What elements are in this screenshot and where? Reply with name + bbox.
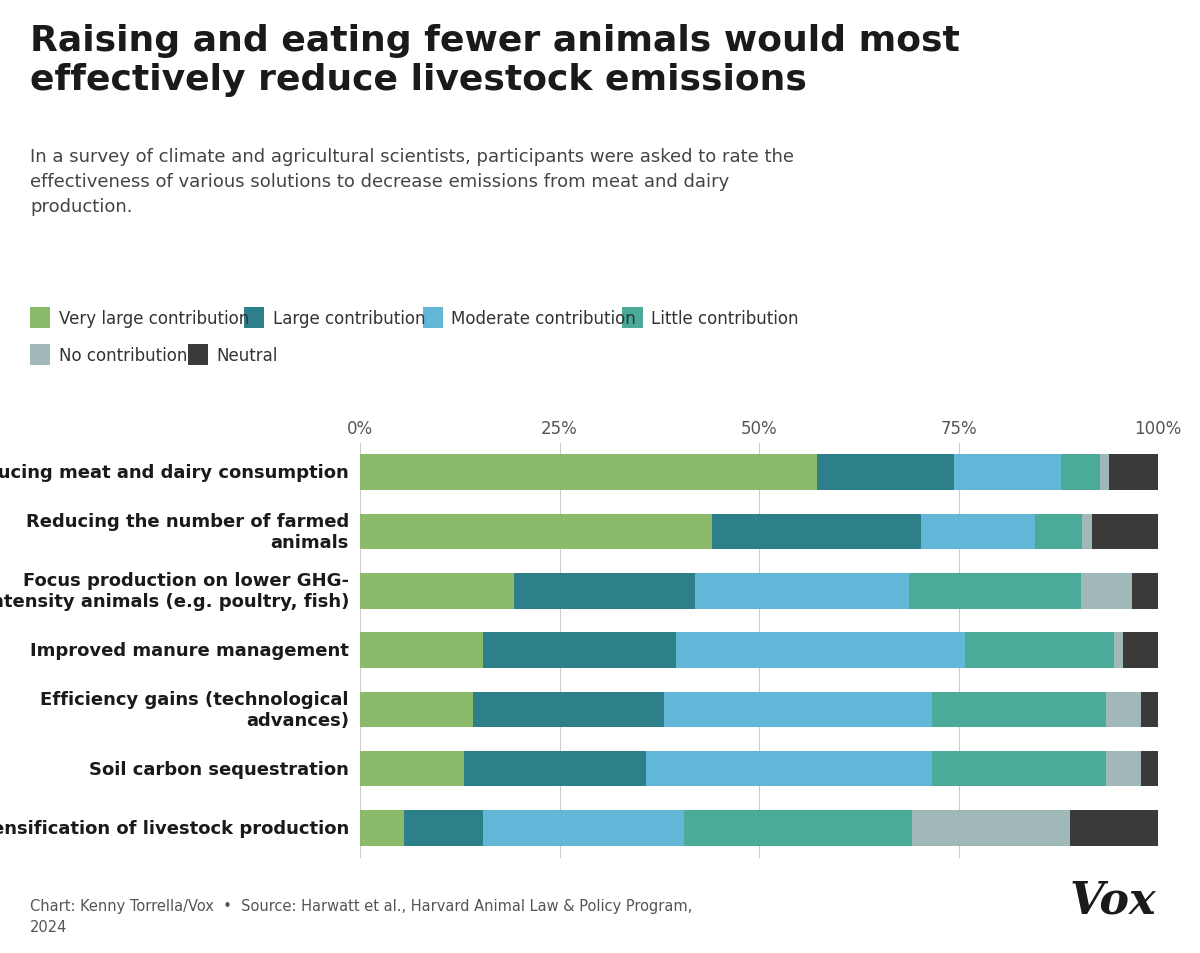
Bar	[712, 515, 920, 550]
Bar	[932, 751, 1106, 786]
Bar	[1061, 455, 1099, 491]
Text: Neutral: Neutral	[216, 347, 278, 364]
Bar	[912, 810, 1070, 846]
Bar	[1034, 515, 1082, 550]
Bar	[1114, 633, 1123, 668]
Bar	[1081, 574, 1133, 609]
Bar	[1141, 692, 1158, 727]
Bar	[464, 751, 647, 786]
Bar	[360, 633, 482, 668]
Bar	[676, 633, 965, 668]
Bar	[1106, 751, 1141, 786]
Bar	[1133, 574, 1158, 609]
Bar	[360, 810, 404, 846]
Bar	[664, 692, 932, 727]
Text: Very large contribution: Very large contribution	[59, 310, 250, 327]
Bar	[647, 751, 932, 786]
Text: Raising and eating fewer animals would most
effectively reduce livestock emissio: Raising and eating fewer animals would m…	[30, 24, 960, 97]
Bar	[1123, 633, 1158, 668]
Bar	[1141, 751, 1158, 786]
Bar	[684, 810, 912, 846]
Bar	[910, 574, 1081, 609]
Bar	[482, 810, 684, 846]
Bar	[1106, 692, 1141, 727]
Bar	[473, 692, 664, 727]
Text: Moderate contribution: Moderate contribution	[451, 310, 636, 327]
Bar	[360, 692, 473, 727]
Text: In a survey of climate and agricultural scientists, participants were asked to r: In a survey of climate and agricultural …	[30, 148, 794, 215]
Bar	[515, 574, 695, 609]
Bar	[932, 692, 1106, 727]
Bar	[1082, 515, 1092, 550]
Bar	[360, 455, 817, 491]
Bar	[1092, 515, 1158, 550]
Text: Little contribution: Little contribution	[652, 310, 799, 327]
Bar	[360, 515, 712, 550]
Bar	[404, 810, 482, 846]
Bar	[482, 633, 676, 668]
Text: Vox: Vox	[1069, 878, 1157, 922]
Bar	[817, 455, 954, 491]
Text: No contribution: No contribution	[59, 347, 187, 364]
Bar	[1070, 810, 1158, 846]
Bar	[360, 751, 464, 786]
Text: Large contribution: Large contribution	[272, 310, 425, 327]
Bar	[360, 574, 515, 609]
Bar	[965, 633, 1114, 668]
Bar	[1109, 455, 1158, 491]
Bar	[920, 515, 1034, 550]
Text: Chart: Kenny Torrella/Vox  •  Source: Harwatt et al., Harvard Animal Law & Polic: Chart: Kenny Torrella/Vox • Source: Harw…	[30, 898, 692, 934]
Bar	[1099, 455, 1109, 491]
Bar	[695, 574, 910, 609]
Bar	[954, 455, 1061, 491]
